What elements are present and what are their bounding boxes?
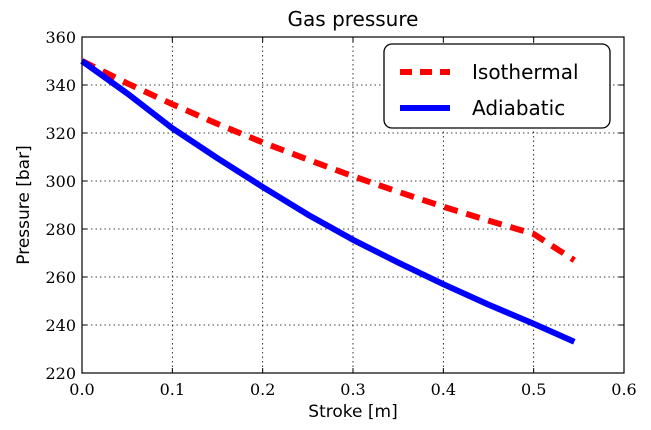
series-line-adiabatic: [80, 58, 576, 345]
legend-label-isothermal: Isothermal: [472, 60, 579, 84]
grid-lines: [82, 37, 624, 373]
x-axis-label: Stroke [m]: [308, 402, 397, 422]
y-tick-label: 360: [45, 28, 76, 47]
x-tick-label: 0.0: [69, 380, 94, 399]
x-tick-label: 0.2: [250, 380, 275, 399]
series-line-isothermal: [80, 58, 576, 263]
axis-ticks: 0.0 0.1 0.2 0.3 0.4 0.5 0.6 220 240 260 280 300 320 3…: [45, 28, 636, 399]
x-tick-label: 0.5: [521, 380, 546, 399]
y-tick-label: 320: [45, 124, 76, 143]
x-tick-label: 0.3: [340, 380, 365, 399]
y-tick-label: 260: [45, 268, 76, 287]
y-tick-label: 280: [45, 220, 76, 239]
series-lines: [80, 58, 576, 345]
y-tick-label: 220: [45, 364, 76, 383]
y-tick-label: 300: [45, 172, 76, 191]
y-axis-label: Pressure [bar]: [14, 145, 34, 264]
chart-title: Gas pressure: [288, 7, 419, 31]
y-tick-label: 240: [45, 316, 76, 335]
x-tick-label: 0.4: [431, 380, 456, 399]
y-tick-label: 340: [45, 76, 76, 95]
legend-label-adiabatic: Adiabatic: [472, 96, 565, 120]
x-tick-label: 0.6: [611, 380, 636, 399]
legend: Isothermal Adiabatic: [383, 43, 611, 129]
x-tick-label: 0.1: [160, 380, 185, 399]
